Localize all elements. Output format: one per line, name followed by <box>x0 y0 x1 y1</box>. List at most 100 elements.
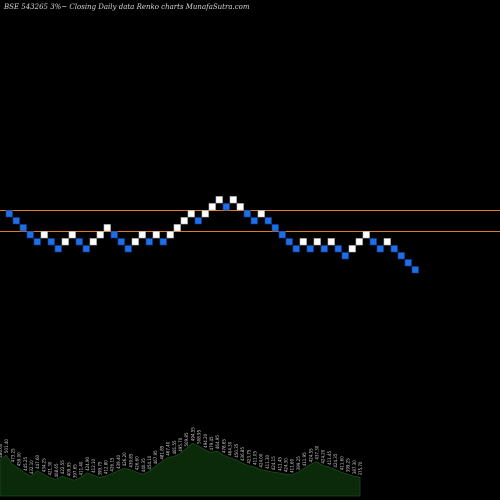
renko-brick-up <box>89 238 97 246</box>
volume-price-label: 412.80 <box>104 460 109 474</box>
volume-price-label: 494.20 <box>203 433 208 447</box>
volume-price-label: 411.95 <box>302 452 307 466</box>
volume-price-label: 432.10 <box>29 460 34 474</box>
volume-price-label: 467.95 <box>153 450 158 464</box>
volume-price-label: 434.25 <box>41 458 46 472</box>
volume-price-label: 426.60 <box>135 456 140 470</box>
volume-price-label: 422.55 <box>60 460 65 474</box>
volume-price-label: 445.25 <box>23 456 28 470</box>
volume-price-label: 424.30 <box>284 458 289 472</box>
renko-brick-down <box>369 238 377 246</box>
renko-brick-up <box>40 231 48 239</box>
volume-price-label: 464.30 <box>228 441 233 455</box>
renko-brick-up <box>68 231 76 239</box>
renko-brick-down <box>12 217 20 225</box>
renko-brick-up <box>208 203 216 211</box>
volume-price-label: 481.55 <box>172 440 177 454</box>
volume-price-label: 421.30 <box>48 461 53 475</box>
volume-price-label: 454.10 <box>147 455 152 469</box>
volume-price-label: 408.65 <box>54 463 59 477</box>
volume-price-label: 411.05 <box>252 451 257 465</box>
renko-brick-up <box>61 238 69 246</box>
renko-brick-down <box>334 245 342 253</box>
renko-brick-down <box>285 238 293 246</box>
renko-brick-down <box>404 259 412 267</box>
renko-brick-up <box>313 238 321 246</box>
volume-price-label: 426.15 <box>110 457 115 471</box>
volume-price-label: 423.75 <box>246 449 251 463</box>
volume-price-label: 424.15 <box>271 456 276 470</box>
renko-brick-down <box>145 238 153 246</box>
volume-price-label: 412.10 <box>91 458 96 472</box>
renko-brick-up <box>229 196 237 204</box>
volume-price-label: 479.45 <box>209 436 214 450</box>
renko-brick-down <box>243 210 251 218</box>
volume-price-label: 409.95 <box>66 462 71 476</box>
renko-brick-down <box>411 266 419 274</box>
renko-brick-down <box>33 238 41 246</box>
renko-brick-down <box>19 224 27 232</box>
renko-brick-up <box>173 224 181 232</box>
renko-brick-up <box>201 210 209 218</box>
renko-brick-down <box>278 231 286 239</box>
volume-price-label: 424.00 <box>259 453 264 467</box>
renko-brick-down <box>75 238 83 246</box>
renko-brick-down <box>124 245 132 253</box>
volume-price-label: 387.30 <box>352 460 357 474</box>
volume-price-label: 459.00 <box>17 452 22 466</box>
renko-brick-down <box>320 245 328 253</box>
renko-brick-up <box>103 224 111 232</box>
renko-brick-down <box>390 245 398 253</box>
volume-price-label: 495.70 <box>178 437 183 451</box>
volume-price-label: 397.65 <box>72 464 77 478</box>
renko-brick-down <box>54 245 62 253</box>
renko-brick-down <box>110 231 118 239</box>
renko-brick-up <box>355 238 363 246</box>
renko-brick-up <box>362 231 370 239</box>
volume-price-label: 424.90 <box>85 456 90 470</box>
volume-price-label: 411.60 <box>290 458 295 472</box>
renko-brick-up <box>348 245 356 253</box>
volume-price-label: 399.25 <box>346 458 351 472</box>
volume-price-label: 436.85 <box>240 447 245 461</box>
renko-brick-up <box>236 203 244 211</box>
volume-price-label: 440.35 <box>141 458 146 472</box>
volume-price-label: 399.25 <box>296 456 301 470</box>
volume-price-label: 437.30 <box>315 445 320 459</box>
renko-brick-down <box>117 238 125 246</box>
renko-brick-down <box>26 231 34 239</box>
renko-brick-up <box>327 238 335 246</box>
renko-brick-up <box>180 217 188 225</box>
volume-price-label: 447.60 <box>35 454 40 468</box>
renko-brick-up <box>257 210 265 218</box>
volume-price-label: 486.60 <box>0 443 3 457</box>
renko-brick-down <box>397 252 405 260</box>
volume-area <box>0 442 361 497</box>
renko-brick-down <box>194 217 202 225</box>
renko-brick-down <box>341 252 349 260</box>
volume-price-label: 509.85 <box>184 432 189 446</box>
chart-header-title: BSE 543265 3%~ Closing Daily data Renko … <box>3 3 250 11</box>
volume-price-label: 508.95 <box>197 429 202 443</box>
volume-price-label: 450.35 <box>234 443 239 457</box>
volume-price-label: 424.35 <box>333 453 338 467</box>
volume-price-label: 411.60 <box>339 456 344 470</box>
volume-price-label: 439.40 <box>116 454 121 468</box>
volume-price-label: 375.70 <box>358 461 363 475</box>
renko-brick-down <box>264 217 272 225</box>
volume-price-label: 411.30 <box>265 454 270 468</box>
renko-brick-down <box>292 245 300 253</box>
renko-brick-up <box>152 231 160 239</box>
renko-bricks <box>5 196 419 274</box>
renko-brick-down <box>82 245 90 253</box>
volume-price-label: 501.40 <box>4 439 9 453</box>
renko-brick-up <box>96 231 104 239</box>
volume-price-label: 494.55 <box>190 427 195 441</box>
renko-brick-down <box>5 210 13 218</box>
volume-price-label: 424.20 <box>321 449 326 463</box>
renko-brick-up <box>215 196 223 204</box>
volume-price-label: 481.85 <box>159 445 164 459</box>
